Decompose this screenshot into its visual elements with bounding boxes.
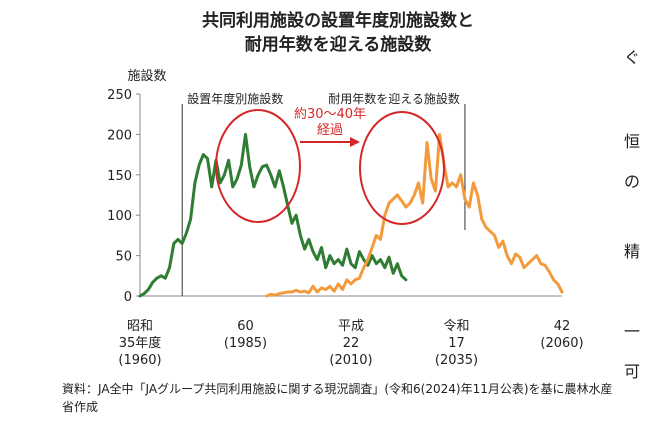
y-tick-label: 250 [107, 88, 132, 103]
y-axis-label: 施設数 [127, 68, 166, 84]
edge-text-fragment: ぐ [624, 48, 641, 67]
y-tick-label: 100 [107, 209, 132, 224]
x-tick-label: 22 [343, 336, 360, 351]
highlight-ellipse-lifespan [359, 111, 445, 225]
edge-text-fragment: 恒 [624, 132, 641, 151]
y-tick-label: 50 [115, 250, 132, 265]
x-tick-label: (2035) [435, 353, 478, 368]
x-tick-label: (1985) [224, 336, 267, 351]
duration-arrow-head [350, 137, 360, 147]
x-tick-label: (2010) [329, 353, 372, 368]
x-tick-label: 令和 [443, 319, 469, 334]
edge-text-fragment: 可 [624, 362, 641, 381]
annotation-layer: 設置年度別施設数 耐用年数を迎える施設数 [181, 91, 466, 296]
edge-text-fragment: 一 [624, 322, 641, 341]
y-tick-label: 0 [124, 290, 132, 305]
x-tick-label: 17 [448, 336, 465, 351]
edge-text-fragment: の [624, 172, 641, 191]
series-line-green [138, 132, 408, 298]
x-tick-label: 平成 [338, 319, 364, 334]
y-tick-label: 150 [107, 169, 132, 184]
series-layer [138, 132, 564, 298]
x-tick-label: 42 [554, 319, 571, 334]
y-tick-label: 200 [107, 128, 132, 143]
chart-title-line-2: 耐用年数を迎える施設数 [245, 34, 432, 55]
arrow-label-line-2: 経過 [317, 123, 343, 138]
highlight-ellipse-installed [215, 109, 301, 223]
x-tick-label: 60 [237, 319, 254, 334]
installed-series-label: 設置年度別施設数 [187, 91, 283, 106]
lifespan-series-label: 耐用年数を迎える施設数 [328, 91, 460, 106]
chart-title-line-1: 共同利用施設の設置年度別施設数と [202, 10, 474, 31]
x-tick-label: 昭和 [127, 319, 153, 334]
edge-text-fragment: 精 [624, 242, 641, 261]
x-tick-label: 35年度 [119, 335, 162, 351]
x-tick-label: (1960) [118, 353, 161, 368]
x-tick-label: (2060) [540, 336, 583, 351]
series-line-orange [265, 132, 564, 298]
source-note: 資料：JA全中「JAグループ共同利用施設に関する現況調査」(令和6(2024)年… [62, 382, 613, 414]
arrow-label-line-1: 約30〜40年 [294, 107, 366, 122]
